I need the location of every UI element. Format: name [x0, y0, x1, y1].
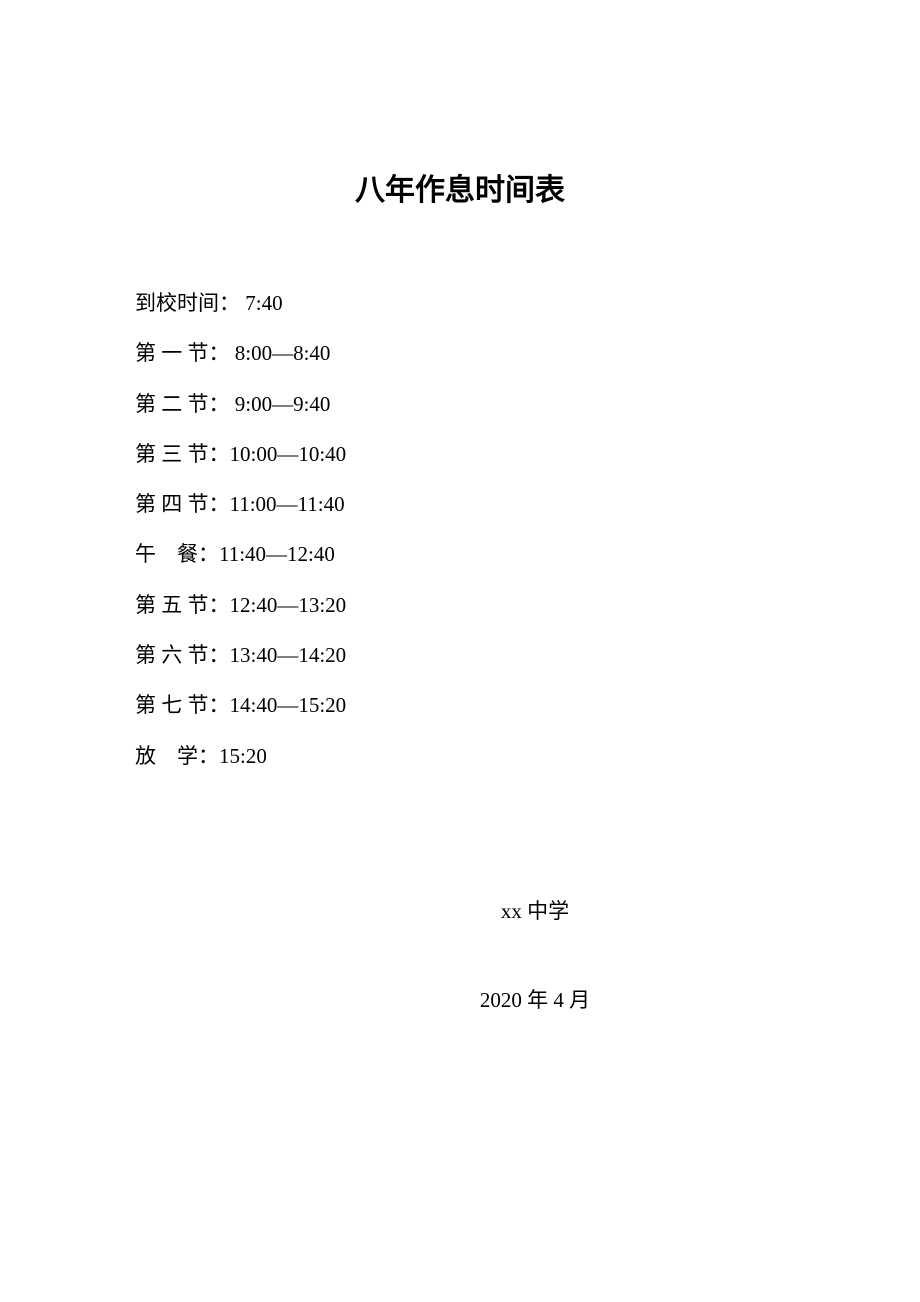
schedule-row: 放 学： 15:20 — [135, 732, 785, 780]
schedule-time: 8:00—8:40 — [230, 329, 331, 377]
school-name: xx 中学 — [285, 895, 785, 929]
schedule-time: 9:00—9:40 — [230, 380, 331, 428]
schedule-row: 第 六 节： 13:40—14:20 — [135, 631, 785, 679]
schedule-row: 第 二 节： 9:00—9:40 — [135, 380, 785, 428]
schedule-row: 到校时间： 7:40 — [135, 279, 785, 327]
schedule-row: 第 七 节： 14:40—15:20 — [135, 681, 785, 729]
footer-date: 2020 年 4 月 — [285, 984, 785, 1018]
document-title: 八年作息时间表 — [135, 165, 785, 209]
schedule-label: 到校时间： — [135, 279, 240, 327]
schedule-time: 10:00—10:40 — [230, 430, 347, 478]
schedule-label: 第 七 节： — [135, 681, 230, 729]
schedule-list: 到校时间： 7:40 第 一 节： 8:00—8:40 第 二 节： 9:00—… — [135, 279, 785, 780]
schedule-label: 第 六 节： — [135, 631, 230, 679]
schedule-row: 第 五 节： 12:40—13:20 — [135, 581, 785, 629]
schedule-label: 第 四 节： — [135, 480, 230, 528]
schedule-row: 午 餐： 11:40—12:40 — [135, 530, 785, 578]
schedule-row: 第 一 节： 8:00—8:40 — [135, 329, 785, 377]
schedule-time: 15:20 — [219, 732, 267, 780]
schedule-label: 第 五 节： — [135, 581, 230, 629]
document-page: 八年作息时间表 到校时间： 7:40 第 一 节： 8:00—8:40 第 二 … — [0, 0, 920, 1017]
schedule-time: 13:40—14:20 — [230, 631, 347, 679]
schedule-row: 第 四 节： 11:00—11:40 — [135, 480, 785, 528]
schedule-time: 14:40—15:20 — [230, 681, 347, 729]
document-footer: xx 中学 2020 年 4 月 — [135, 895, 785, 1017]
schedule-label: 午 餐： — [135, 530, 219, 578]
schedule-label: 放 学： — [135, 732, 219, 780]
schedule-time: 7:40 — [240, 279, 283, 327]
schedule-time: 11:40—12:40 — [219, 530, 335, 578]
schedule-label: 第 一 节： — [135, 329, 230, 377]
schedule-time: 11:00—11:40 — [230, 480, 345, 528]
schedule-time: 12:40—13:20 — [230, 581, 347, 629]
schedule-label: 第 二 节： — [135, 380, 230, 428]
schedule-label: 第 三 节： — [135, 430, 230, 478]
schedule-row: 第 三 节： 10:00—10:40 — [135, 430, 785, 478]
